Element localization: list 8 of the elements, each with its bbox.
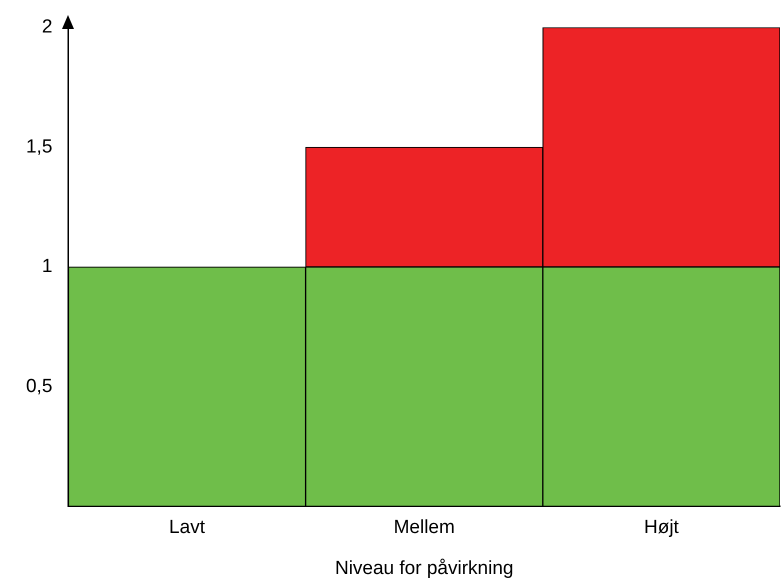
x-tick-label: Lavt (169, 517, 206, 538)
y-tick-label: 0,5 (26, 376, 52, 397)
y-tick-label: 1 (42, 256, 52, 278)
x-tick-label: Mellem (394, 517, 455, 538)
y-tick-label: 2 (42, 16, 52, 38)
x-axis-title: Niveau for påvirkning (334, 558, 514, 579)
x-tick-label: Højt (644, 517, 680, 538)
y-tick-label: 1,5 (26, 136, 52, 158)
